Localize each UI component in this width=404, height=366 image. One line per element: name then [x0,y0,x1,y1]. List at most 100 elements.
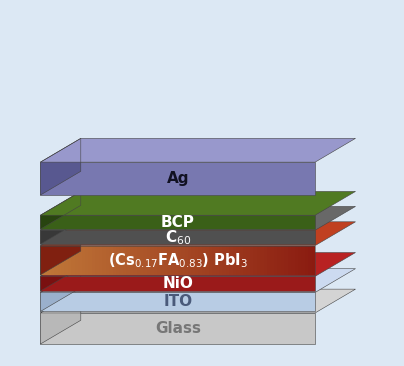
Polygon shape [301,246,305,275]
Text: (Cs$_{0.17}$FA$_{0.83}$) PbI$_3$: (Cs$_{0.17}$FA$_{0.83}$) PbI$_3$ [108,251,248,270]
Polygon shape [130,246,133,275]
Text: Ag: Ag [166,171,189,186]
Polygon shape [75,246,78,275]
Polygon shape [68,246,72,275]
Polygon shape [191,246,195,275]
Polygon shape [253,246,257,275]
Polygon shape [240,246,243,275]
Polygon shape [123,246,126,275]
Polygon shape [274,246,277,275]
Polygon shape [157,246,161,275]
Polygon shape [260,246,264,275]
Polygon shape [150,246,154,275]
Polygon shape [154,246,157,275]
Polygon shape [288,246,291,275]
Polygon shape [243,246,246,275]
Text: Glass: Glass [155,321,201,336]
Polygon shape [298,246,301,275]
Polygon shape [164,246,168,275]
Polygon shape [58,246,61,275]
Polygon shape [250,246,253,275]
Polygon shape [229,246,233,275]
Polygon shape [40,206,356,230]
Polygon shape [219,246,222,275]
Polygon shape [126,246,130,275]
Polygon shape [236,246,240,275]
Polygon shape [205,246,209,275]
Polygon shape [88,246,92,275]
Polygon shape [295,246,298,275]
Polygon shape [181,246,185,275]
Polygon shape [277,246,281,275]
Polygon shape [308,246,312,275]
Text: C$_{60}$: C$_{60}$ [164,228,191,247]
Polygon shape [92,246,95,275]
Polygon shape [212,246,216,275]
Polygon shape [267,246,271,275]
Polygon shape [226,246,229,275]
Polygon shape [271,246,274,275]
Polygon shape [40,313,315,344]
Polygon shape [120,246,123,275]
Polygon shape [312,246,315,275]
Polygon shape [216,246,219,275]
Polygon shape [102,246,106,275]
Polygon shape [72,246,75,275]
Polygon shape [40,276,315,291]
Polygon shape [137,246,140,275]
Polygon shape [82,246,85,275]
Polygon shape [47,246,51,275]
Polygon shape [40,206,81,244]
Polygon shape [246,246,250,275]
Text: ITO: ITO [163,295,192,309]
Polygon shape [175,246,178,275]
Polygon shape [202,246,205,275]
Polygon shape [61,246,65,275]
Polygon shape [65,246,68,275]
Polygon shape [40,289,81,344]
Polygon shape [257,246,260,275]
Polygon shape [40,138,356,162]
Polygon shape [161,246,164,275]
Polygon shape [198,246,202,275]
Text: NiO: NiO [162,276,193,291]
Polygon shape [112,246,116,275]
Polygon shape [195,246,198,275]
Polygon shape [85,246,88,275]
Polygon shape [233,246,236,275]
Polygon shape [305,246,308,275]
Polygon shape [40,162,315,195]
Polygon shape [44,246,47,275]
Polygon shape [40,215,315,229]
Polygon shape [171,246,175,275]
Polygon shape [78,246,82,275]
Polygon shape [185,246,188,275]
Polygon shape [291,246,295,275]
Polygon shape [95,246,99,275]
Polygon shape [106,246,109,275]
Polygon shape [188,246,191,275]
Polygon shape [133,246,137,275]
Polygon shape [40,246,44,275]
Polygon shape [264,246,267,275]
Polygon shape [40,253,356,276]
Polygon shape [40,292,315,311]
Polygon shape [40,138,81,195]
Polygon shape [143,246,147,275]
Polygon shape [168,246,171,275]
Polygon shape [281,246,284,275]
Polygon shape [116,246,120,275]
Polygon shape [40,222,81,275]
Polygon shape [40,289,356,313]
Polygon shape [40,230,315,244]
Polygon shape [99,246,102,275]
Polygon shape [284,246,288,275]
Polygon shape [178,246,181,275]
Polygon shape [222,246,226,275]
Polygon shape [40,253,81,291]
Polygon shape [140,246,143,275]
Polygon shape [40,191,356,215]
Polygon shape [109,246,112,275]
Polygon shape [54,246,58,275]
Text: BCP: BCP [161,215,195,229]
